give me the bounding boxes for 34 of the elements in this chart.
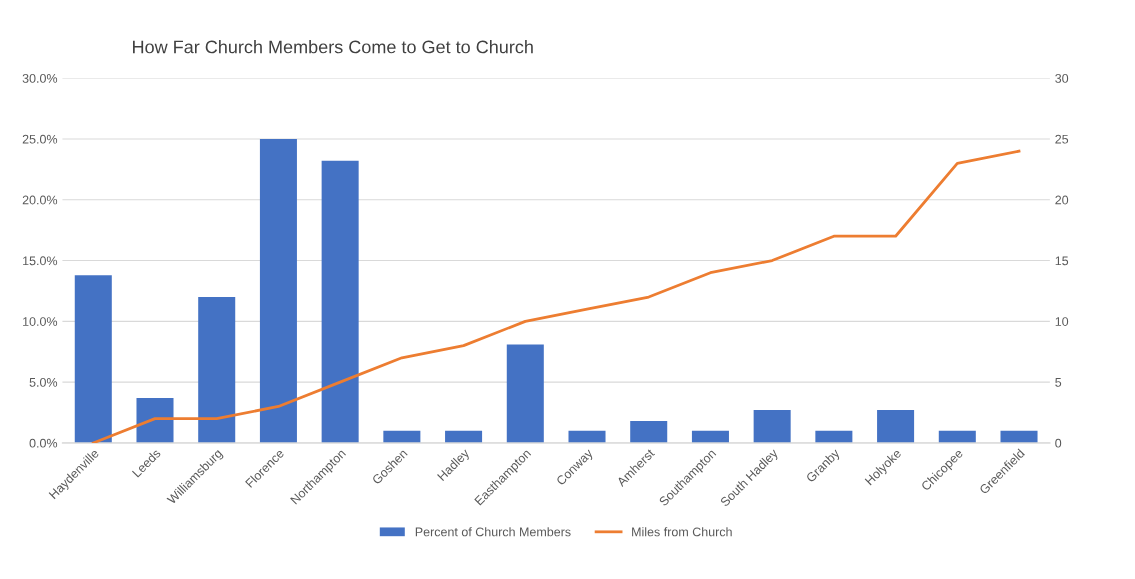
bar (630, 421, 668, 443)
y2-tick-label: 10 (1055, 317, 1069, 326)
y2-tick-label: 20 (1055, 195, 1069, 205)
y2-tick-label: 0 (1055, 438, 1062, 448)
y-tick-label: 30.0% (22, 73, 58, 83)
bar (506, 344, 544, 443)
bar (753, 410, 791, 443)
y-tick-label: 10.0% (23, 317, 58, 326)
bar (74, 275, 112, 443)
legend-label: Miles from Church (632, 527, 732, 537)
chart-title: How Far Church Members Come to Get to Church (133, 40, 533, 54)
bar (136, 397, 174, 443)
y-tick-label: 0.0% (29, 438, 58, 448)
bar (877, 410, 915, 443)
bar (815, 430, 853, 443)
bar (321, 160, 359, 443)
line-series (91, 149, 1021, 443)
y2-tick-label: 5 (1055, 378, 1062, 387)
bar (383, 430, 421, 443)
legend-label: Percent of Church Members (415, 527, 571, 537)
bar (445, 430, 483, 443)
y2-tick-label: 30 (1055, 73, 1069, 83)
y-tick-label: 15.0% (23, 256, 58, 266)
bar (1000, 430, 1038, 443)
y2-tick-label: 15 (1055, 256, 1069, 266)
y-tick-label: 5.0% (29, 377, 58, 387)
bar (259, 138, 297, 443)
bar (568, 430, 606, 443)
bar (938, 430, 976, 443)
bar (691, 430, 729, 443)
y-tick-label: 25.0% (22, 134, 58, 144)
y2-tick-label: 25 (1055, 134, 1069, 144)
bar (198, 297, 236, 443)
y-tick-label: 20.0% (22, 195, 58, 205)
